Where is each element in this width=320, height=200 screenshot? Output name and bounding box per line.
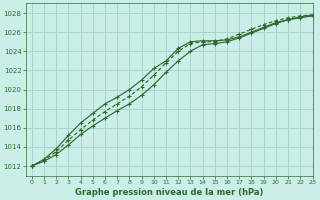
X-axis label: Graphe pression niveau de la mer (hPa): Graphe pression niveau de la mer (hPa) [75,188,263,197]
